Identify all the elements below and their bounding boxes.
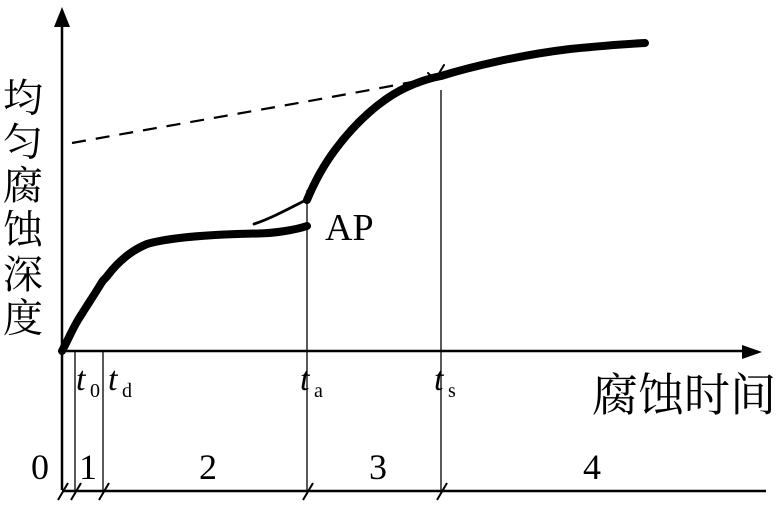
svg-text:4: 4 <box>583 447 601 487</box>
svg-text:t: t <box>76 361 87 398</box>
svg-text:均匀腐蚀深度: 均匀腐蚀深度 <box>0 76 52 340</box>
svg-text:AP: AP <box>325 207 374 249</box>
svg-text:s: s <box>448 380 456 402</box>
svg-text:腐蚀时间: 腐蚀时间 <box>592 359 776 425</box>
svg-text:t: t <box>108 361 119 398</box>
svg-text:1: 1 <box>79 447 97 487</box>
svg-text:t: t <box>300 361 311 398</box>
svg-text:3: 3 <box>369 447 387 487</box>
svg-text:0: 0 <box>90 380 100 402</box>
svg-text:2: 2 <box>199 447 217 487</box>
svg-text:t: t <box>434 361 445 398</box>
svg-text:a: a <box>314 380 323 402</box>
svg-text:0: 0 <box>31 447 49 487</box>
svg-text:d: d <box>122 380 132 402</box>
